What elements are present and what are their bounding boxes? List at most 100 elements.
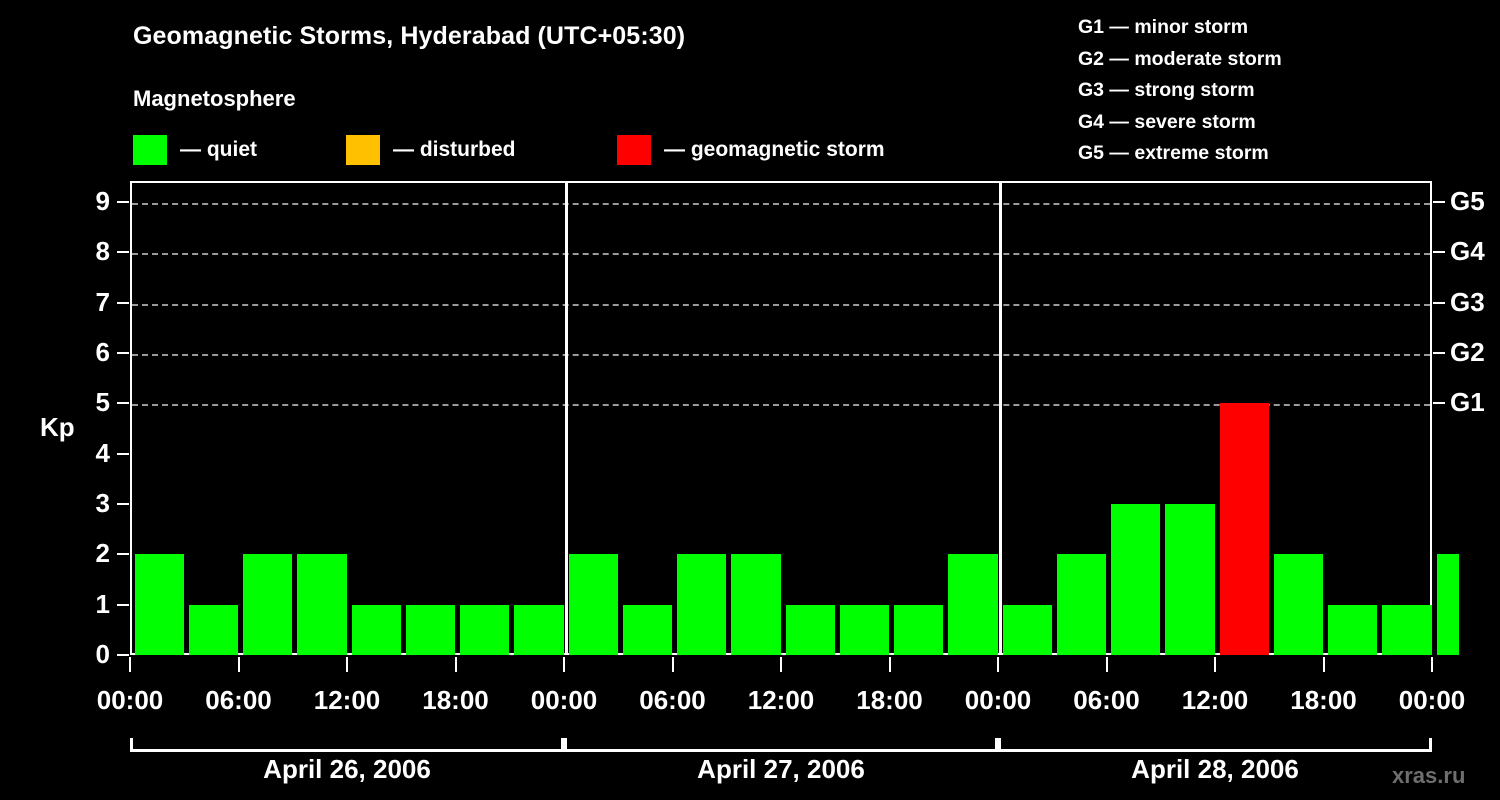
g-scale-line-1: G1 — minor storm — [1078, 16, 1249, 38]
g-tick-G5 — [1433, 201, 1445, 203]
legend-item-label: — disturbed — [393, 138, 516, 161]
y-tick-0 — [117, 654, 129, 656]
plot-inner — [132, 183, 1459, 655]
x-tick-7 — [888, 657, 891, 672]
legend-item-label: — quiet — [180, 138, 257, 161]
day-bracket-0 — [130, 738, 564, 752]
g-scale-line-3: G3 — strong storm — [1078, 79, 1255, 101]
date-label-0: April 26, 2006 — [263, 754, 431, 784]
watermark: xras.ru — [1392, 763, 1466, 788]
x-tick-9 — [1105, 657, 1108, 672]
y-tick-1 — [117, 603, 129, 606]
y-tick-label-6: 6 — [95, 337, 110, 367]
y-tick-3 — [117, 503, 129, 505]
gridline-kp-6 — [132, 354, 1430, 356]
bar-8[interactable] — [568, 554, 618, 655]
gridline-kp-8 — [132, 253, 1430, 256]
gridline-kp-5 — [132, 404, 1430, 407]
g-scale-line-4: G4 — severe storm — [1078, 110, 1256, 133]
bar-20[interactable] — [1219, 403, 1269, 655]
g-tick-G1 — [1433, 402, 1445, 405]
bar-17[interactable] — [1056, 554, 1106, 655]
g-scale-line-2: G2 — moderate storm — [1078, 47, 1282, 70]
x-tick-label-4: 00:00 — [530, 685, 598, 715]
x-tick-12 — [1431, 657, 1433, 672]
x-tick-10 — [1214, 657, 1216, 672]
day-bracket-2 — [998, 738, 1432, 752]
bar-14[interactable] — [894, 604, 944, 655]
bar-19[interactable] — [1165, 504, 1215, 655]
bar-23[interactable] — [1382, 604, 1432, 655]
day-divider-1 — [564, 183, 568, 653]
storm-swatch — [617, 135, 651, 165]
legend-item-2: — geomagnetic storm — [617, 135, 885, 165]
disturbed-swatch — [346, 135, 380, 165]
x-tick-4 — [563, 657, 565, 672]
legend-item-1: — disturbed — [346, 135, 516, 165]
day-bracket-1 — [564, 738, 998, 752]
bar-9[interactable] — [622, 604, 672, 655]
g-tick-label-G2: G2 — [1450, 337, 1485, 367]
x-tick-label-2: 12:00 — [313, 685, 381, 715]
y-tick-label-3: 3 — [95, 488, 110, 518]
x-tick-6 — [780, 657, 782, 672]
y-tick-label-8: 8 — [95, 236, 110, 267]
x-tick-label-3: 18:00 — [422, 685, 489, 715]
x-tick-label-9: 06:00 — [1073, 685, 1140, 715]
g-tick-label-G3: G3 — [1450, 286, 1485, 317]
bar-2[interactable] — [243, 554, 293, 655]
x-tick-label-10: 12:00 — [1181, 685, 1249, 715]
bar-15[interactable] — [948, 554, 998, 655]
bar-7[interactable] — [514, 604, 564, 655]
y-tick-9 — [117, 201, 129, 203]
chart-title: Geomagnetic Storms, Hyderabad (UTC+05:30… — [133, 22, 686, 50]
g-tick-label-G5: G5 — [1450, 186, 1485, 216]
y-tick-5 — [117, 402, 129, 405]
bar-18[interactable] — [1111, 504, 1161, 655]
y-tick-7 — [117, 301, 129, 304]
day-divider-2 — [998, 183, 1002, 653]
y-tick-2 — [117, 553, 129, 556]
gridline-kp-7 — [132, 303, 1430, 306]
quiet-swatch — [133, 135, 167, 165]
y-tick-label-1: 1 — [95, 588, 110, 619]
bar-0[interactable] — [134, 554, 184, 655]
legend-item-label: — geomagnetic storm — [664, 138, 885, 161]
bar-22[interactable] — [1328, 604, 1378, 655]
g-scale-legend: G1 — minor storm G2 — moderate storm G3 — … — [1078, 12, 1282, 170]
bar-12[interactable] — [785, 604, 835, 655]
x-tick-11 — [1322, 657, 1325, 672]
bar-16[interactable] — [1002, 604, 1052, 655]
y-axis-title: Kp — [40, 412, 75, 442]
bar-3[interactable] — [297, 554, 347, 655]
g-scale-line-5: G5 — extreme storm — [1078, 142, 1269, 164]
bar-13[interactable] — [839, 604, 889, 655]
bar-4[interactable] — [351, 604, 401, 655]
x-tick-5 — [671, 657, 674, 672]
y-tick-label-0: 0 — [95, 639, 110, 669]
bar-10[interactable] — [677, 554, 727, 655]
magnetosphere-heading: Magnetosphere — [133, 86, 296, 111]
x-tick-0 — [129, 657, 131, 672]
x-tick-label-5: 06:00 — [639, 685, 706, 715]
date-label-2: April 28, 2006 — [1131, 754, 1299, 784]
y-tick-6 — [117, 352, 129, 354]
x-tick-label-8: 00:00 — [964, 685, 1032, 715]
date-label-1: April 27, 2006 — [697, 754, 865, 784]
bar-1[interactable] — [188, 604, 238, 655]
bar-11[interactable] — [731, 554, 781, 655]
x-tick-8 — [997, 657, 999, 672]
bar-6[interactable] — [460, 604, 510, 655]
g-tick-G3 — [1433, 301, 1445, 304]
bar-5[interactable] — [405, 604, 455, 655]
plot-area — [130, 181, 1459, 655]
x-tick-label-1: 06:00 — [205, 685, 272, 715]
bar-21[interactable] — [1273, 554, 1323, 655]
gridline-kp-9 — [132, 203, 1430, 205]
x-tick-label-12: 00:00 — [1398, 685, 1466, 715]
y-tick-label-2: 2 — [95, 538, 110, 569]
x-tick-3 — [454, 657, 457, 672]
x-tick-label-7: 18:00 — [856, 685, 923, 715]
bar-24[interactable] — [1436, 554, 1459, 655]
y-tick-label-9: 9 — [95, 186, 110, 216]
